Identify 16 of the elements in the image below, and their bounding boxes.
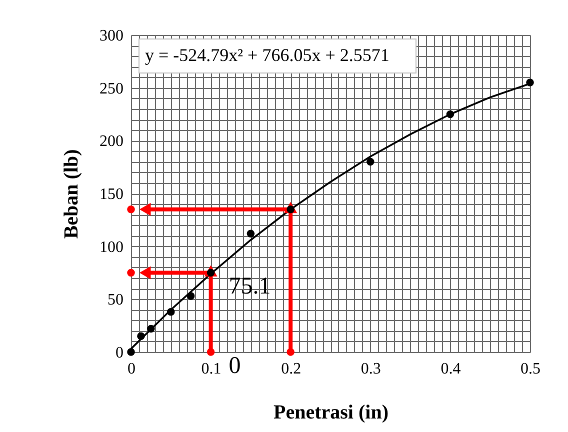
y-axis-title: Beban (lb) <box>60 149 82 239</box>
x-tick-label: 0.1 <box>201 360 222 378</box>
annotation: y = -524.79x² + 766.05x + 2.5571 <box>145 45 390 65</box>
y-tick-label: 0 <box>116 344 124 362</box>
x-tick-label: 0.3 <box>360 360 381 378</box>
y-tick-label: 150 <box>100 186 124 203</box>
y-tick-label: 300 <box>100 28 124 44</box>
x-tick-label: 0 <box>128 360 136 378</box>
y-tick-label: 100 <box>100 238 124 256</box>
x-tick-label: 0.2 <box>281 360 302 378</box>
y-tick-label: 250 <box>100 80 124 98</box>
x-tick-label: 0.5 <box>520 360 540 378</box>
y-tick-label: 50 <box>108 292 124 309</box>
x-tick-label: 0.4 <box>440 360 461 378</box>
y-tick-label: 200 <box>100 133 124 150</box>
x-axis-title: Penetrasi (in) <box>274 402 388 424</box>
